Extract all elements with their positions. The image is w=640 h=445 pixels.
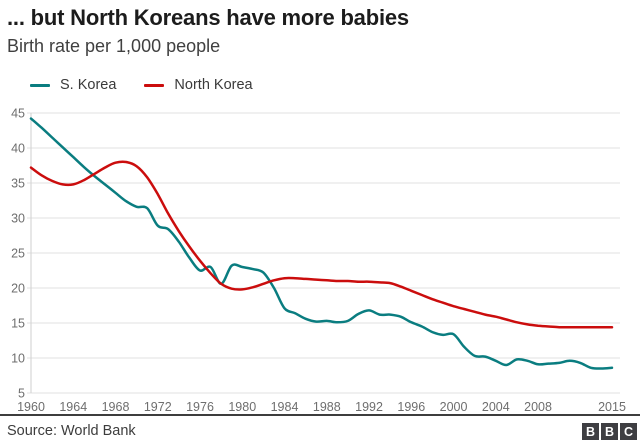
y-tick-label: 15 — [11, 317, 25, 331]
x-tick-label: 1996 — [397, 400, 425, 414]
series-line-s-korea — [29, 117, 614, 370]
x-tick-label: 2004 — [482, 400, 510, 414]
x-tick-label: 1960 — [17, 400, 45, 414]
legend-item-north-korea: North Korea — [144, 77, 253, 93]
y-tick-label: 10 — [11, 352, 25, 366]
bbc-logo-letter: B — [601, 423, 618, 440]
footer-divider — [0, 414, 640, 416]
x-tick-label: 2015 — [598, 400, 626, 414]
chart-legend: S. Korea North Korea — [30, 77, 253, 93]
bbc-logo-letter: C — [620, 423, 637, 440]
south-korea-line-swatch-icon — [30, 83, 50, 87]
x-tick-label: 1968 — [102, 400, 130, 414]
bbc-logo: B B C — [582, 423, 637, 440]
y-tick-label: 45 — [11, 107, 25, 121]
x-tick-label: 2008 — [524, 400, 552, 414]
x-tick-label: 1972 — [144, 400, 172, 414]
x-tick-label: 1984 — [271, 400, 299, 414]
y-tick-label: 5 — [18, 387, 25, 401]
series-line-north-korea — [29, 160, 614, 329]
x-tick-label: 1964 — [59, 400, 87, 414]
y-tick-label: 25 — [11, 247, 25, 261]
legend-label-south-korea: S. Korea — [60, 77, 117, 93]
x-tick-label: 1992 — [355, 400, 383, 414]
x-tick-label: 1988 — [313, 400, 341, 414]
y-tick-label: 40 — [11, 142, 25, 156]
chart-title: ... but North Koreans have more babies — [7, 5, 409, 30]
y-tick-label: 35 — [11, 177, 25, 191]
x-tick-label: 2000 — [440, 400, 468, 414]
bbc-logo-letter: B — [582, 423, 599, 440]
y-tick-label: 30 — [11, 212, 25, 226]
source-label: Source: World Bank — [7, 423, 136, 439]
chart-subtitle: Birth rate per 1,000 people — [7, 36, 221, 56]
y-tick-label: 20 — [11, 282, 25, 296]
north-korea-line-swatch-icon — [144, 83, 165, 87]
legend-label-north-korea: North Korea — [174, 77, 253, 93]
legend-item-south-korea: S. Korea — [30, 77, 116, 93]
x-tick-label: 1976 — [186, 400, 214, 414]
x-tick-label: 1980 — [228, 400, 256, 414]
